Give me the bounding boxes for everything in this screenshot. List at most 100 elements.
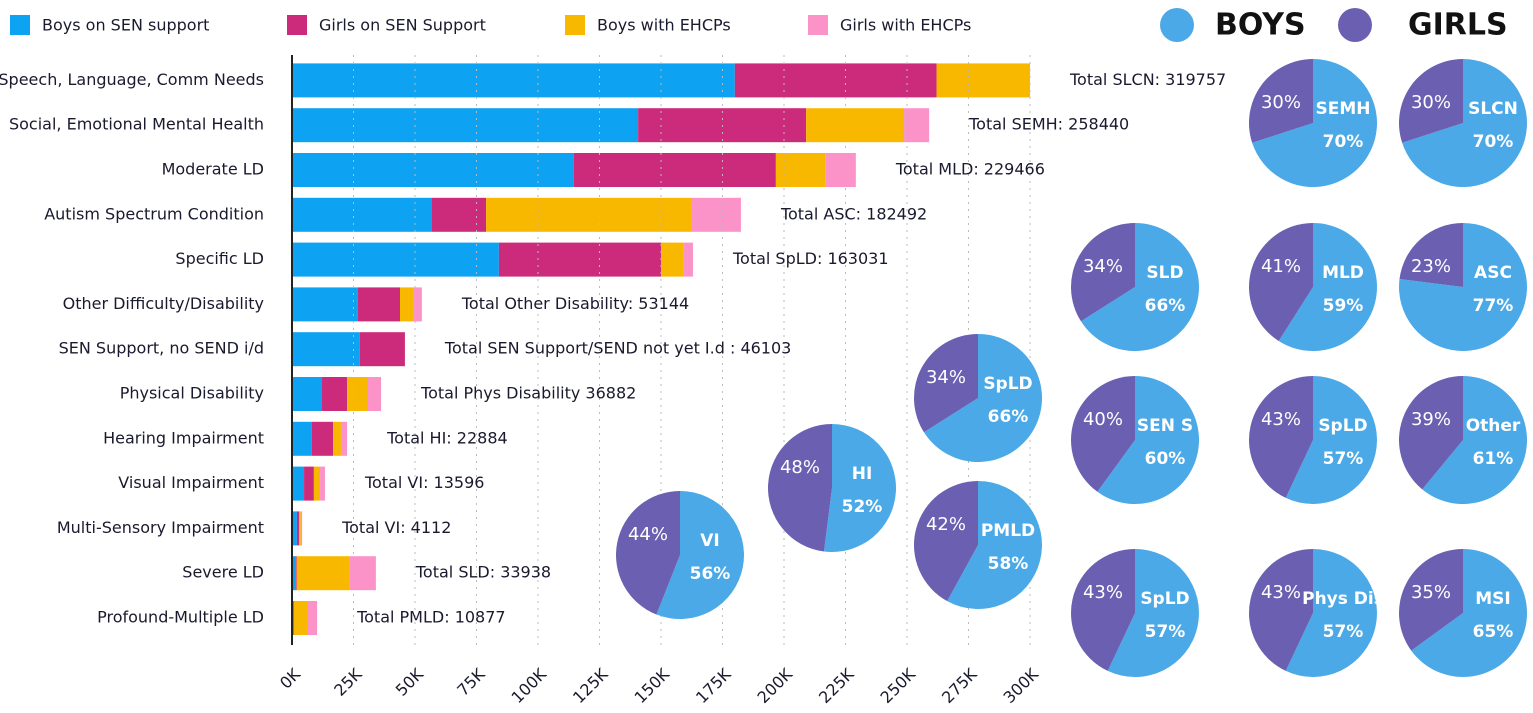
pie-slice [947,481,1042,609]
pie-value-label: 41% [1261,256,1301,277]
pie-label: SpLD [1318,416,1367,436]
legend-label: Girls on SEN Support [319,16,486,35]
bar-segment [936,63,1030,98]
y-tick-label: Social, Emotional Mental Health [9,115,264,134]
legend-label: Boys on SEN support [42,16,209,35]
total-label: Total ASC: 182492 [780,204,927,223]
pie-value-label: 48% [780,457,820,478]
pie-value-label: 56% [690,564,731,584]
legend-label: Girls with EHCPs [840,16,971,35]
pie-slice [767,424,832,552]
pie-legend-marker [1338,8,1372,42]
bar-segment [775,153,826,187]
x-tick-label: 175K [692,664,735,707]
pie-label: VI [700,531,719,551]
bar-segment [293,601,308,635]
y-tick-label: Autism Spectrum Condition [44,204,264,223]
y-tick-label: Specific LD [175,249,264,268]
bar-segment [307,601,318,635]
y-tick-label: Moderate LD [162,160,264,179]
bar-segment [313,466,321,501]
total-label: Total Phys Disability 36882 [420,384,636,403]
bar-segment [292,242,499,277]
x-tick-label: 0K [276,664,304,692]
bar-segment [322,377,348,411]
pie-legend-marker [1160,8,1194,42]
bar-segment [320,466,325,501]
pie-slice [913,481,978,602]
y-tick-label: Physical Disability [120,384,264,403]
bar-segment [292,556,296,591]
pie-value-label: 52% [842,497,883,517]
bar-segment [413,287,422,322]
bar-segment [292,421,312,456]
pie-value-label: 59% [1323,296,1364,316]
bar-segment [359,332,405,367]
bar-segment [683,242,693,277]
total-label: Total HI: 22884 [386,428,508,447]
x-tick-label: 300K [1000,664,1043,707]
pie-slice [1071,223,1135,322]
bar-segment [296,511,300,546]
pie-slice [1249,549,1313,671]
pie-slice [656,491,745,619]
pie-slice [1249,59,1313,143]
pie-value-label: 65% [1473,622,1514,642]
pie-value-label: 70% [1323,132,1364,152]
bar-segment [293,601,294,635]
pie-slice [1399,223,1463,287]
pie-value-label: 57% [1323,449,1364,469]
pie-slice [1080,223,1199,352]
legend-swatch [287,15,307,35]
pie-label: SEMH [1315,99,1370,119]
bar-segment [498,242,661,277]
pie-legend-label: BOYS [1215,8,1306,43]
x-tick-label: 50K [392,664,428,700]
bar-segment [292,511,297,546]
total-label: Total Other Disability: 53144 [461,294,689,313]
x-tick-label: 200K [754,664,797,707]
bar-area [292,63,1030,635]
y-tick-label: Severe LD [182,563,264,582]
bar-segment [825,153,856,187]
pie-slice [615,491,680,615]
total-label: Total VI: 4112 [341,518,451,537]
pie-value-label: 70% [1473,132,1514,152]
pie-value-label: 43% [1083,582,1123,603]
pie-slice [1107,549,1199,677]
y-tick-label: Hearing Impairment [103,428,264,447]
x-tick-label: 125K [569,664,612,707]
bar-segment [299,511,301,546]
pie-value-label: 40% [1083,409,1123,430]
legend-label: Boys with EHCPs [597,16,731,35]
y-tick-label: Speech, Language, Comm Needs [0,70,264,89]
y-tick-label: Other Difficulty/Disability [63,294,264,313]
bar-segment [573,153,776,187]
pie-slice [1249,376,1313,498]
pie-slice [1097,376,1199,504]
bar-segment [292,197,432,232]
pie-label: HI [852,464,873,484]
total-label: Total SLD: 33938 [415,563,551,582]
x-tick-label: 100K [508,664,551,707]
bar-segment [486,197,692,232]
pie-value-label: 66% [988,407,1029,427]
pie-label: SpLD [1140,589,1189,609]
pie-slice [1422,376,1527,505]
pie-value-label: 43% [1261,582,1301,603]
pie-label: Other [1466,416,1521,436]
total-label: Total SEMH: 258440 [968,115,1129,134]
bar-segment [292,287,358,322]
bar-segment [399,287,414,322]
pie-slice [1278,223,1377,351]
bar-segment [292,63,735,98]
total-label: Total SpLD: 163031 [732,249,889,268]
x-tick-label: 25K [330,664,366,700]
pie-slice [1285,376,1377,504]
bar-segment [311,421,334,456]
legend-swatch [565,15,585,35]
pie-label: SLCN [1468,99,1518,119]
bar-segment [347,377,369,411]
pie-slice [1411,549,1527,677]
